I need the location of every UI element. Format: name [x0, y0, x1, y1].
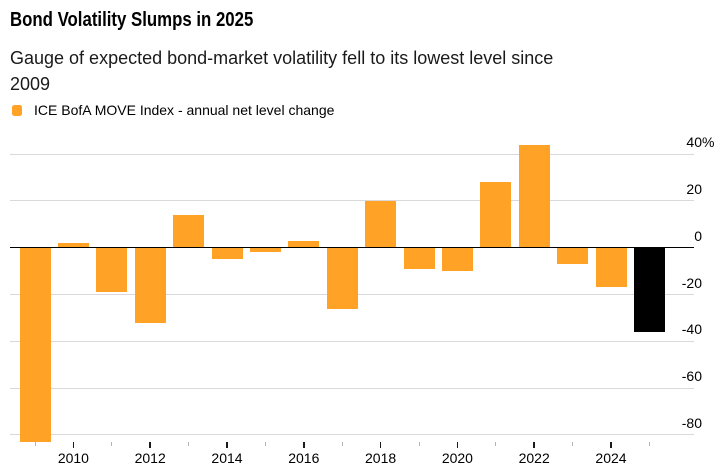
gridline-20: [10, 200, 694, 202]
x-minor-tick-2021: [495, 442, 497, 446]
bar-2013: [173, 214, 205, 248]
gridline--60: [10, 387, 694, 389]
x-major-tick-2022: [533, 442, 535, 448]
x-minor-tick-2009: [34, 442, 36, 446]
page-title: Bond Volatility Slumps in 2025: [10, 9, 254, 31]
zero-line: [10, 246, 694, 249]
x-major-tick-2016: [303, 442, 305, 448]
y-axis-label-20: 20: [686, 180, 702, 197]
legend: ICE BofA MOVE Index - annual net level c…: [12, 102, 334, 118]
x-axis-label-2010: 2010: [57, 450, 89, 466]
x-axis-label-2016: 2016: [288, 450, 320, 466]
x-axis-label-2012: 2012: [134, 450, 166, 466]
y-axis-label--40: -40: [681, 321, 702, 338]
x-axis-label-2024: 2024: [595, 450, 627, 466]
x-major-tick-2014: [226, 442, 228, 448]
bar-2022: [518, 144, 550, 248]
x-major-tick-2012: [149, 442, 151, 448]
x-minor-tick-2013: [188, 442, 190, 446]
bar-2014: [211, 247, 243, 260]
gridline-40: [10, 153, 694, 155]
x-minor-tick-2019: [418, 442, 420, 446]
bar-2015: [249, 247, 281, 253]
x-minor-tick-2017: [341, 442, 343, 446]
x-axis-label-2018: 2018: [365, 450, 397, 466]
bar-2020: [441, 247, 473, 272]
y-axis-label--80: -80: [681, 414, 702, 431]
chart-subtitle: Gauge of expected bond-market volatility…: [10, 45, 553, 97]
bar-2018: [365, 200, 397, 248]
chart-subtitle-line2: 2009: [10, 74, 51, 94]
bar-2023: [557, 247, 589, 265]
x-axis-label-2020: 2020: [441, 450, 473, 466]
bar-2019: [403, 247, 435, 269]
x-major-tick-2020: [456, 442, 459, 448]
x-major-tick-2010: [72, 442, 75, 448]
y-axis-label--20: -20: [681, 274, 702, 291]
y-axis-label-0: 0: [694, 227, 702, 244]
bar-2021: [480, 182, 512, 248]
bar-2017: [326, 247, 358, 309]
x-minor-tick-2025: [648, 442, 650, 446]
y-axis-label--60: -60: [681, 368, 702, 385]
gridline--80: [10, 434, 694, 436]
percent-suffix: %: [702, 134, 715, 151]
x-major-tick-2018: [379, 442, 382, 448]
chart-subtitle-line1: Gauge of expected bond-market volatility…: [10, 48, 554, 68]
x-minor-tick-2023: [572, 442, 574, 446]
x-minor-tick-2011: [111, 442, 113, 446]
x-axis-label-2014: 2014: [211, 450, 243, 466]
x-axis-label-2022: 2022: [518, 450, 550, 466]
bar-2010: [57, 243, 89, 248]
bar-2011: [96, 247, 128, 293]
legend-swatch-icon: [12, 104, 22, 116]
gridline--40: [10, 340, 694, 342]
y-axis-label-40: 40%: [686, 134, 715, 151]
bar-2024: [595, 247, 627, 288]
bar-2012: [134, 247, 166, 323]
legend-label: ICE BofA MOVE Index - annual net level c…: [34, 102, 335, 118]
bar-2009: [19, 247, 51, 442]
x-minor-tick-2015: [264, 442, 266, 446]
bar-2016: [288, 240, 320, 248]
bar-2025: [633, 247, 665, 332]
x-major-tick-2024: [610, 442, 612, 448]
